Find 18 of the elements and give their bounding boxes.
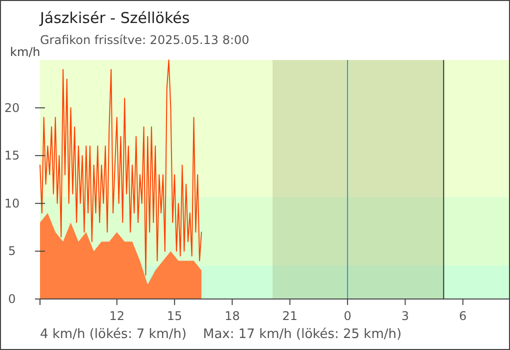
x-tick-label: 6: [459, 309, 467, 323]
x-tick-label: 18: [224, 309, 240, 323]
x-tick-label: 21: [282, 309, 298, 323]
x-tick-label: 3: [401, 309, 410, 323]
chart-title: Jászkisér - Széllökés: [39, 9, 190, 27]
chart-subtitle: Grafikon frissítve: 2025.05.13 8:00: [40, 33, 250, 47]
y-tick-label: 10: [4, 196, 20, 210]
y-axis-title: km/h: [10, 45, 40, 59]
text: Max: 17 km/h (lökés: 25 km/h): [203, 327, 402, 342]
x-tick-label: 15: [166, 309, 182, 323]
y-tick-label: 20: [4, 100, 20, 115]
y-tick-label: 5: [8, 244, 16, 258]
x-tick-label: 12: [109, 309, 125, 323]
x-tick-label: 0: [344, 309, 352, 323]
text: 4 km/h (lökés: 7 km/h): [40, 327, 187, 342]
y-tick-label: 0: [8, 292, 16, 306]
y-tick-label: 15: [4, 148, 20, 163]
line-series: [40, 60, 202, 276]
